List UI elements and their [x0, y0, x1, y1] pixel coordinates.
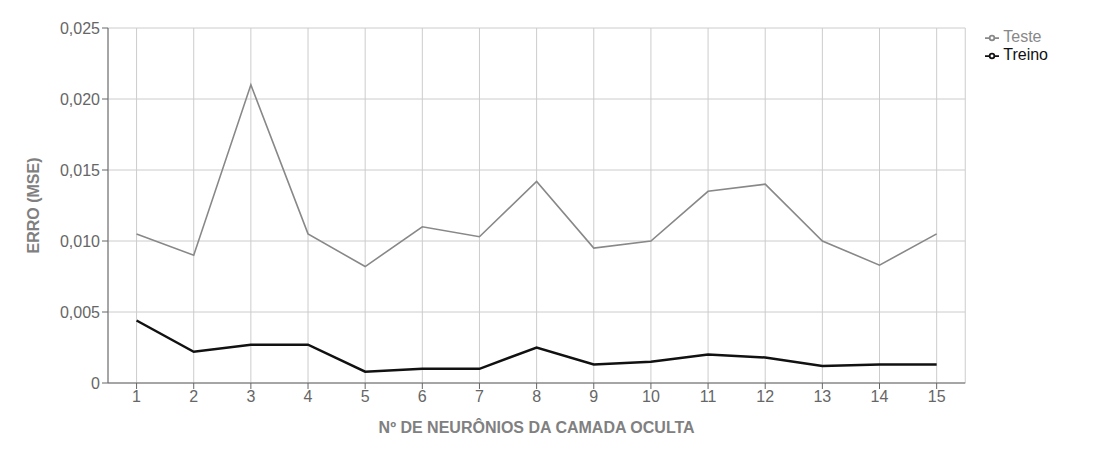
svg-text:1: 1	[132, 388, 141, 405]
svg-text:8: 8	[532, 388, 541, 405]
svg-text:0,025: 0,025	[60, 20, 100, 37]
svg-text:Nº DE NEURÔNIOS DA CAMADA OCUL: Nº DE NEURÔNIOS DA CAMADA OCULTA	[379, 418, 696, 436]
svg-text:6: 6	[418, 388, 427, 405]
svg-text:3: 3	[246, 388, 255, 405]
svg-text:14: 14	[871, 388, 889, 405]
svg-text:0,015: 0,015	[60, 162, 100, 179]
svg-text:10: 10	[642, 388, 660, 405]
svg-text:5: 5	[361, 388, 370, 405]
svg-text:12: 12	[756, 388, 774, 405]
html-text:Treino: Treino	[1003, 46, 1048, 63]
html-text:Teste: Teste	[1003, 28, 1042, 45]
svg-text:4: 4	[304, 388, 313, 405]
svg-text:13: 13	[813, 388, 831, 405]
svg-text:ERRO (MSE): ERRO (MSE)	[25, 158, 42, 254]
svg-text:0,020: 0,020	[60, 91, 100, 108]
svg-text:0,010: 0,010	[60, 233, 100, 250]
svg-text:0: 0	[91, 375, 100, 392]
svg-text:7: 7	[475, 388, 484, 405]
svg-text:2: 2	[189, 388, 198, 405]
svg-text:15: 15	[928, 388, 946, 405]
svg-text:0,005: 0,005	[60, 304, 100, 321]
svg-text:9: 9	[589, 388, 598, 405]
svg-text:11: 11	[700, 388, 717, 405]
